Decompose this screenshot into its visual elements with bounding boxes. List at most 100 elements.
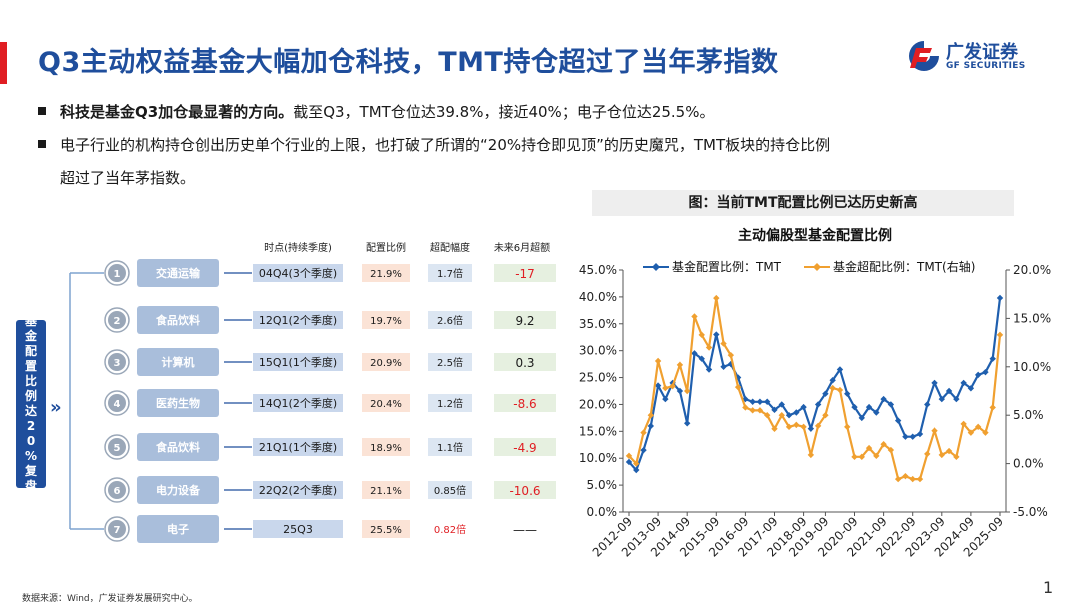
- table-header: 未来6月超额: [494, 241, 550, 254]
- excess-value: -4.9: [513, 441, 536, 455]
- data-point: [836, 386, 844, 394]
- row-number-dot: [108, 353, 126, 371]
- left-tick-label: 0.0%: [587, 505, 618, 519]
- data-point: [764, 398, 771, 405]
- row-number: 5: [114, 443, 121, 454]
- data-point: [807, 425, 815, 432]
- tmt-allocation-chart: 主动偏股型基金配置比例 0.0% 5.0% 10.0% 15.0% 20.0% 25.0% 3…: [579, 227, 1051, 560]
- data-point: [647, 422, 655, 430]
- data-point: [829, 384, 836, 392]
- ratio-value: 21.9%: [370, 269, 402, 280]
- bullet-1-bold: 科技是基金Q3加仓最显著的方向。: [60, 103, 294, 121]
- left-tick-label: 25.0%: [579, 371, 617, 385]
- table-header: 配置比例: [366, 241, 406, 254]
- right-tick-label: 5.0%: [1013, 408, 1044, 422]
- left-tick-label: 5.0%: [587, 478, 618, 492]
- series-line: [628, 297, 1002, 473]
- excess-cell: [494, 438, 556, 456]
- left-tick-label: 45.0%: [579, 263, 617, 277]
- data-point: [727, 351, 735, 359]
- chart-caption: 图：当前TMT配置比例已达历史新高: [592, 190, 1014, 216]
- data-point: [662, 384, 669, 392]
- left-tick-label: 15.0%: [579, 424, 617, 438]
- data-point: [793, 421, 800, 429]
- bullet-2-text: 电子行业的机构持仓创出历史单个行业的上限，也打破了所谓的“20%持仓即见顶”的历…: [60, 136, 831, 154]
- data-source-footer: 数据来源：Wind，广发证券发展研究中心。: [22, 594, 198, 604]
- vertical-label-text: 基金配置比例达20%复盘: [24, 314, 38, 493]
- over-value: 1.1倍: [437, 441, 463, 454]
- industry-box: [137, 259, 219, 287]
- data-point: [931, 379, 938, 387]
- over-value: 0.85倍: [434, 484, 466, 497]
- data-point: [924, 401, 931, 408]
- industry-label: 计算机: [162, 355, 195, 369]
- row-number: 6: [114, 486, 121, 497]
- industry-label: 医药生物: [156, 396, 200, 410]
- over-cell: [428, 394, 472, 412]
- series-line: [628, 297, 1002, 481]
- left-tick-label: 10.0%: [579, 451, 617, 465]
- table-header: 时点(持续季度): [264, 241, 332, 254]
- data-point: [749, 398, 756, 405]
- bullet-1: 科技是基金Q3加仓最显著的方向。截至Q3，TMT仓位达39.8%，接近40%；电…: [38, 101, 714, 122]
- chart-title: 主动偏股型基金配置比例: [738, 227, 892, 244]
- ratio-cell: [362, 520, 410, 538]
- right-tick-label: 0.0%: [1013, 457, 1044, 471]
- gf-logo-icon: [909, 41, 939, 71]
- page-title: Q3主动权益基金大幅加仓科技，TMT持仓超过了当年茅指数: [38, 47, 779, 78]
- over-cell: [428, 520, 472, 538]
- ratio-value: 18.9%: [370, 443, 402, 454]
- data-point: [734, 383, 742, 391]
- data-point: [916, 475, 924, 483]
- table-row: 6 电力设备 22Q2(2个季度) 21.1% 0.85倍 -10.6: [104, 476, 556, 504]
- data-point: [785, 423, 793, 431]
- double-arrow-icon: »: [50, 397, 62, 418]
- over-cell: [428, 264, 472, 282]
- data-point: [742, 404, 749, 411]
- table-row: 4 医药生物 14Q1(2个季度) 20.4% 1.2倍 -8.6: [104, 389, 556, 417]
- period-value: 22Q2(2个季度): [259, 483, 337, 497]
- title-accent-bar: [0, 42, 7, 84]
- data-point: [960, 420, 967, 428]
- right-tick-label: 20.0%: [1013, 263, 1051, 277]
- bracket-line: [69, 272, 104, 530]
- table-header: 超配幅度: [430, 241, 470, 254]
- period-value: 21Q1(1个季度): [259, 440, 337, 454]
- over-value: 2.6倍: [437, 314, 463, 327]
- left-tick-label: 35.0%: [579, 317, 617, 331]
- data-point: [756, 398, 764, 405]
- ratio-cell: [362, 481, 410, 499]
- data-point: [887, 401, 895, 408]
- table-row: 3 计算机 15Q1(1个季度) 20.9% 2.5倍 0.3: [104, 348, 556, 376]
- row-number-dot: [108, 438, 126, 456]
- logo-chinese-name: 广发证券: [946, 42, 1018, 63]
- industry-box: [137, 389, 219, 417]
- bullet-1-text: 截至Q3，TMT仓位达39.8%，接近40%；电子仓位达25.5%。: [293, 103, 715, 121]
- bullet-2: 电子行业的机构持仓创出历史单个行业的上限，也打破了所谓的“20%持仓即见顶”的历…: [38, 134, 830, 155]
- right-tick-label: 10.0%: [1013, 360, 1051, 374]
- period-cell: [253, 481, 343, 499]
- excess-cell: [494, 264, 556, 282]
- data-point: [698, 355, 705, 362]
- data-point: [713, 331, 720, 338]
- data-point: [902, 472, 909, 480]
- over-value: 1.2倍: [437, 397, 463, 410]
- excess-cell: [494, 394, 556, 412]
- data-point: [989, 404, 996, 411]
- data-point: [654, 357, 662, 365]
- legend-marker: [813, 263, 821, 271]
- row-number: 1: [114, 269, 121, 280]
- data-point: [691, 350, 698, 357]
- excess-cell: [494, 311, 556, 329]
- left-tick-label: 30.0%: [579, 344, 617, 358]
- data-point: [713, 294, 720, 302]
- industry-box: [137, 515, 219, 543]
- period-cell: [253, 353, 343, 371]
- row-number-dot: [108, 394, 126, 412]
- data-point: [894, 417, 902, 424]
- data-point: [793, 409, 800, 416]
- industry-box: [137, 476, 219, 504]
- industry-box: [137, 348, 219, 376]
- data-point: [662, 395, 669, 403]
- over-value: 0.82倍: [434, 523, 466, 536]
